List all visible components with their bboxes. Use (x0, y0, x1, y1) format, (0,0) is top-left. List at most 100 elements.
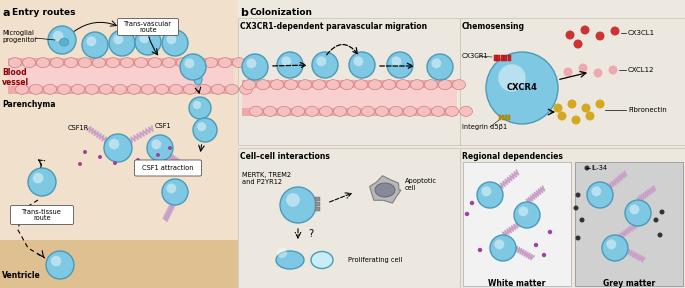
Bar (463, 162, 571, 286)
Text: Grey matter: Grey matter (603, 279, 655, 288)
Circle shape (573, 206, 579, 211)
Ellipse shape (190, 58, 203, 68)
Ellipse shape (425, 80, 438, 90)
Circle shape (586, 111, 595, 120)
Circle shape (548, 230, 552, 234)
Circle shape (498, 64, 525, 92)
Bar (501, 55, 503, 60)
Text: Trans-vascular
route: Trans-vascular route (124, 20, 172, 33)
Circle shape (534, 243, 538, 247)
Ellipse shape (240, 84, 253, 94)
Bar (460, 18, 685, 145)
Bar (315, 197, 320, 201)
Ellipse shape (397, 80, 410, 90)
Circle shape (168, 146, 172, 150)
Circle shape (282, 56, 291, 66)
Ellipse shape (276, 251, 304, 269)
Bar (508, 115, 510, 120)
Circle shape (573, 39, 582, 48)
Circle shape (280, 187, 316, 223)
Circle shape (514, 202, 540, 228)
Circle shape (98, 155, 102, 159)
Circle shape (180, 54, 206, 80)
Circle shape (660, 209, 664, 215)
Ellipse shape (127, 84, 140, 94)
Circle shape (277, 52, 303, 78)
Bar (494, 55, 497, 60)
Text: White matter: White matter (488, 279, 546, 288)
Ellipse shape (169, 84, 182, 94)
Ellipse shape (71, 84, 84, 94)
Circle shape (587, 182, 613, 208)
Text: Entry routes: Entry routes (12, 8, 75, 17)
Text: Ventricle: Ventricle (2, 270, 40, 279)
Circle shape (156, 153, 160, 157)
Bar (0, 0, 238, 288)
Circle shape (114, 35, 123, 44)
Text: Integrin α5β1: Integrin α5β1 (462, 124, 507, 130)
Circle shape (286, 193, 300, 207)
Text: CXCL12: CXCL12 (628, 67, 654, 73)
Text: CXCR4: CXCR4 (507, 84, 538, 92)
Ellipse shape (355, 80, 367, 90)
Ellipse shape (340, 80, 353, 90)
Ellipse shape (205, 58, 218, 68)
Circle shape (575, 236, 580, 240)
Circle shape (109, 30, 135, 56)
Circle shape (353, 56, 363, 66)
Circle shape (189, 97, 211, 119)
Circle shape (28, 168, 56, 196)
Circle shape (610, 26, 619, 35)
Ellipse shape (36, 58, 49, 68)
Ellipse shape (445, 106, 458, 116)
Bar (242, 88, 457, 108)
Ellipse shape (460, 106, 473, 116)
Ellipse shape (292, 106, 305, 116)
Ellipse shape (58, 84, 71, 94)
Circle shape (151, 139, 161, 149)
Ellipse shape (242, 80, 256, 90)
Circle shape (478, 248, 482, 252)
Text: ?: ? (308, 229, 313, 239)
Circle shape (602, 235, 628, 261)
FancyBboxPatch shape (10, 206, 73, 225)
Circle shape (566, 31, 575, 39)
Circle shape (571, 115, 580, 124)
FancyBboxPatch shape (118, 18, 179, 35)
Ellipse shape (438, 80, 451, 90)
Text: a: a (3, 8, 10, 18)
Ellipse shape (184, 84, 197, 94)
Ellipse shape (453, 80, 466, 90)
Text: Parenchyma: Parenchyma (2, 100, 55, 109)
Ellipse shape (212, 84, 225, 94)
Circle shape (486, 52, 558, 124)
Text: Proliferating cell: Proliferating cell (348, 257, 402, 263)
Circle shape (166, 35, 176, 44)
Ellipse shape (369, 80, 382, 90)
Ellipse shape (134, 58, 147, 68)
Circle shape (184, 58, 195, 68)
Ellipse shape (347, 106, 360, 116)
Ellipse shape (417, 106, 430, 116)
Ellipse shape (312, 80, 325, 90)
Circle shape (82, 32, 108, 58)
Ellipse shape (375, 183, 395, 197)
Circle shape (197, 122, 206, 131)
Circle shape (104, 134, 132, 162)
Ellipse shape (390, 106, 403, 116)
Bar (315, 207, 320, 211)
Bar (460, 148, 685, 288)
Circle shape (86, 36, 97, 46)
Ellipse shape (277, 106, 290, 116)
Ellipse shape (232, 58, 245, 68)
Ellipse shape (92, 58, 105, 68)
Ellipse shape (432, 106, 445, 116)
Ellipse shape (177, 58, 190, 68)
Circle shape (427, 54, 453, 80)
Circle shape (193, 118, 217, 142)
Circle shape (595, 31, 604, 41)
Ellipse shape (8, 58, 21, 68)
Circle shape (490, 235, 516, 261)
Text: CSF1R: CSF1R (68, 125, 89, 131)
Circle shape (113, 161, 117, 165)
